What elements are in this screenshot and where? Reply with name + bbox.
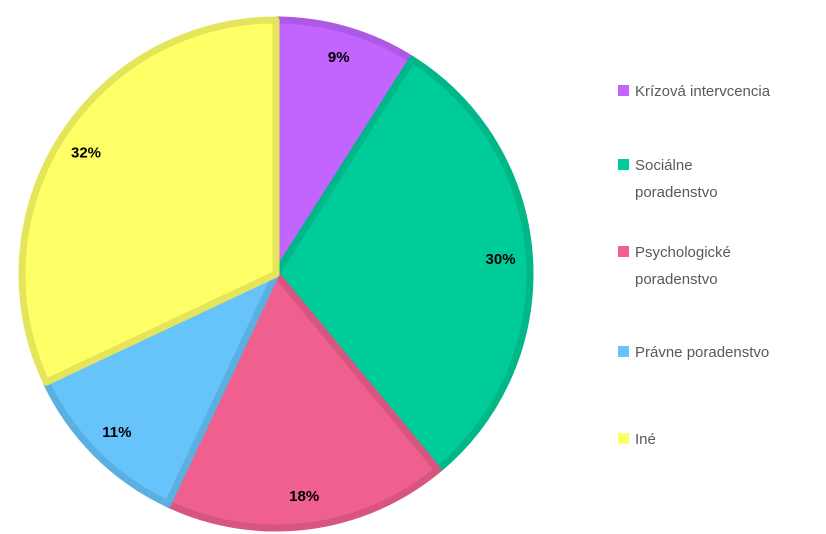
legend-label: Krízová intervcencia	[635, 83, 771, 100]
data-label: 30%	[486, 251, 516, 268]
data-label: 32%	[71, 144, 101, 161]
data-label: 18%	[289, 488, 319, 505]
legend-swatch	[618, 346, 629, 357]
data-label: 11%	[102, 424, 131, 441]
data-label: 9%	[328, 49, 350, 66]
slice-border	[272, 56, 534, 474]
slice	[164, 270, 442, 532]
legend-item: Krízová intervcencia	[618, 78, 826, 165]
slice	[18, 16, 280, 386]
legend-label: Právne poradenstvo	[635, 344, 770, 361]
slice-border	[18, 16, 280, 386]
legend-item: Právne poradenstvo	[618, 339, 826, 426]
legend-item: Iné	[618, 426, 826, 513]
legend-item: Psychologické poradenstvo	[618, 239, 826, 326]
legend-label: Psychologické poradenstvo	[635, 244, 731, 288]
legend-label: Sociálne poradenstvo	[635, 157, 718, 201]
slice-border	[164, 270, 442, 532]
slice	[272, 56, 534, 474]
slice	[272, 16, 416, 278]
legend-swatch	[618, 85, 629, 96]
slice	[42, 270, 280, 508]
legend-label: Iné	[635, 431, 656, 448]
slice-border	[272, 16, 416, 278]
legend: Krízová intervcencia Sociálne poradenstvo…	[618, 78, 826, 513]
legend-swatch	[618, 433, 629, 444]
legend-swatch	[618, 246, 629, 257]
slice-border	[42, 270, 280, 508]
legend-item: Sociálne poradenstvo	[618, 152, 826, 239]
legend-swatch	[618, 159, 629, 170]
